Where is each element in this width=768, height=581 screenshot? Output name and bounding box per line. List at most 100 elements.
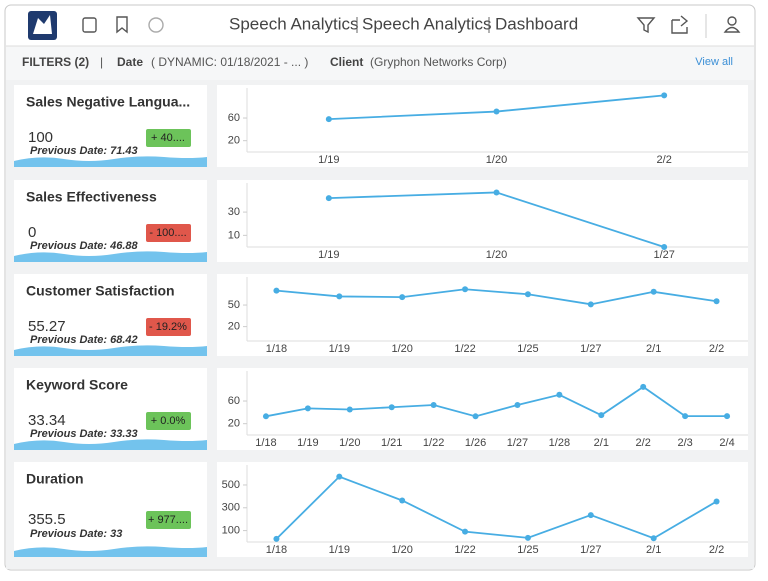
user-icon[interactable] bbox=[727, 16, 737, 26]
data-point[interactable] bbox=[472, 413, 479, 420]
x-tick-label: 1/26 bbox=[465, 437, 486, 449]
x-tick-label: 2/3 bbox=[677, 437, 692, 449]
x-tick-label: 1/20 bbox=[486, 249, 507, 261]
history-icon[interactable] bbox=[148, 17, 164, 33]
data-point[interactable] bbox=[336, 293, 343, 300]
data-point[interactable] bbox=[399, 497, 406, 504]
change-text: - 100.... bbox=[149, 227, 186, 239]
chart-panel bbox=[217, 85, 748, 167]
client-value: (Gryphon Networks Corp) bbox=[370, 55, 507, 69]
data-point[interactable] bbox=[650, 535, 657, 542]
y-tick-label: 20 bbox=[228, 135, 240, 147]
data-point[interactable] bbox=[388, 404, 395, 411]
data-point[interactable] bbox=[650, 288, 657, 295]
filter-icon[interactable] bbox=[636, 17, 656, 34]
data-point[interactable] bbox=[273, 535, 280, 542]
data-point[interactable] bbox=[724, 413, 731, 420]
metric-card[interactable] bbox=[14, 368, 207, 450]
data-point[interactable] bbox=[587, 301, 594, 308]
x-tick-label: 1/27 bbox=[653, 249, 674, 261]
data-point[interactable] bbox=[556, 391, 563, 398]
data-point[interactable] bbox=[661, 244, 668, 250]
x-tick-label: 1/22 bbox=[454, 544, 475, 556]
x-tick-label: 1/19 bbox=[318, 249, 339, 261]
data-point[interactable] bbox=[304, 405, 311, 412]
title-part: Speech Analytics bbox=[362, 14, 491, 33]
view-all-link[interactable]: View all bbox=[695, 56, 733, 68]
data-point[interactable] bbox=[661, 92, 668, 99]
sparkline bbox=[14, 345, 207, 356]
metric-name: Sales Negative Langua... bbox=[26, 94, 190, 110]
user-icon-body bbox=[723, 26, 741, 33]
previous-value: Previous Date: 71.43 bbox=[30, 145, 138, 157]
x-tick-label: 1/18 bbox=[255, 437, 276, 449]
metric-value: 100 bbox=[28, 129, 53, 146]
list-icon[interactable] bbox=[82, 17, 97, 33]
data-point[interactable] bbox=[713, 498, 720, 505]
data-point[interactable] bbox=[493, 189, 500, 196]
change-badge bbox=[146, 224, 191, 242]
share-icon[interactable] bbox=[671, 15, 689, 34]
data-point[interactable] bbox=[587, 512, 594, 519]
x-tick-label: 1/18 bbox=[266, 343, 287, 355]
change-badge bbox=[146, 412, 191, 430]
data-point[interactable] bbox=[399, 294, 406, 301]
metric-card[interactable] bbox=[14, 180, 207, 262]
data-point[interactable] bbox=[524, 534, 531, 541]
x-tick-label: 1/25 bbox=[517, 544, 538, 556]
metric-card[interactable] bbox=[14, 85, 207, 167]
y-tick-label: 60 bbox=[228, 395, 240, 407]
y-tick-label: 20 bbox=[228, 321, 240, 333]
date-label: Date bbox=[117, 55, 143, 69]
data-point[interactable] bbox=[462, 286, 469, 293]
metric-card[interactable] bbox=[14, 462, 207, 557]
logo-mark bbox=[33, 15, 52, 34]
data-point[interactable] bbox=[262, 413, 269, 420]
line-series bbox=[276, 288, 717, 306]
change-text: + 0.0% bbox=[151, 415, 186, 427]
filters-separator: | bbox=[100, 55, 103, 69]
x-tick-label: 1/19 bbox=[318, 154, 339, 166]
data-point[interactable] bbox=[325, 195, 332, 202]
x-tick-label: 2/2 bbox=[636, 437, 651, 449]
x-tick-label: 1/21 bbox=[381, 437, 402, 449]
data-point[interactable] bbox=[514, 401, 521, 408]
y-tick-label: 30 bbox=[228, 206, 240, 218]
y-tick-label: 20 bbox=[228, 418, 240, 430]
metric-value: 0 bbox=[28, 224, 36, 241]
change-badge bbox=[146, 511, 191, 529]
x-tick-label: 1/18 bbox=[266, 544, 287, 556]
sparkline bbox=[14, 546, 207, 557]
metric-card[interactable] bbox=[14, 274, 207, 356]
previous-value: Previous Date: 33.33 bbox=[30, 428, 138, 440]
data-point[interactable] bbox=[325, 116, 332, 123]
data-point[interactable] bbox=[462, 528, 469, 535]
data-point[interactable] bbox=[493, 108, 500, 115]
data-point[interactable] bbox=[682, 413, 689, 420]
x-tick-label: 1/19 bbox=[297, 437, 318, 449]
data-point[interactable] bbox=[336, 473, 343, 480]
data-point[interactable] bbox=[524, 291, 531, 298]
data-point[interactable] bbox=[640, 383, 647, 390]
data-point[interactable] bbox=[598, 412, 605, 419]
y-tick-label: 300 bbox=[222, 502, 240, 514]
x-tick-label: 2/1 bbox=[646, 544, 661, 556]
data-point[interactable] bbox=[346, 406, 353, 413]
metric-value: 55.27 bbox=[28, 318, 66, 335]
data-point[interactable] bbox=[713, 298, 720, 305]
data-point[interactable] bbox=[430, 401, 437, 408]
filters-label[interactable]: FILTERS (2) bbox=[22, 55, 89, 69]
y-tick-label: 60 bbox=[228, 112, 240, 124]
change-text: + 977.... bbox=[148, 514, 188, 526]
x-tick-label: 1/20 bbox=[339, 437, 360, 449]
change-text: + 40.... bbox=[151, 132, 185, 144]
filter-bar bbox=[6, 46, 754, 80]
x-tick-label: 1/25 bbox=[517, 343, 538, 355]
bookmark-icon[interactable] bbox=[116, 16, 128, 34]
x-tick-label: 1/22 bbox=[423, 437, 444, 449]
x-tick-label: 1/20 bbox=[486, 154, 507, 166]
data-point[interactable] bbox=[273, 287, 280, 294]
x-tick-label: 2/1 bbox=[646, 343, 661, 355]
x-tick-label: 1/19 bbox=[329, 544, 350, 556]
